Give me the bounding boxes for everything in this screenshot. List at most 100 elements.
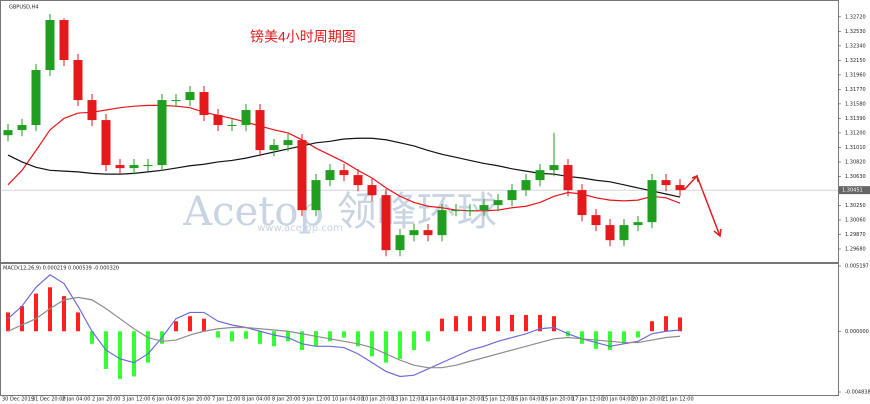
histogram-bar: [146, 331, 150, 363]
candle-body: [17, 125, 27, 131]
candle-body: [101, 120, 111, 166]
candle-body: [115, 165, 125, 169]
y-tick-label: 1.31010: [845, 145, 866, 151]
histogram-bar: [370, 331, 374, 357]
y-tick-label: 1.31770: [845, 87, 866, 93]
candle-body: [521, 180, 531, 191]
histogram-bar: [174, 321, 178, 332]
candle-body: [87, 100, 97, 121]
candle-body: [367, 185, 377, 196]
histogram-bar: [272, 331, 276, 347]
price-panel: [0, 0, 839, 263]
candle-body: [3, 130, 13, 136]
candle-body: [213, 115, 223, 126]
y-tick-label: 1.30060: [845, 217, 866, 223]
candle-body: [465, 210, 475, 212]
y-tick-label: -0.004838: [845, 390, 870, 396]
histogram-bar: [314, 331, 318, 347]
histogram-bar: [300, 331, 304, 351]
x-tick-label: 8 Jan 04:00: [242, 397, 270, 403]
symbol-label: GBPUSD,H4: [9, 5, 39, 11]
chart-title: 镑美4小时周期图: [250, 29, 356, 45]
x-tick-label: 21 Jan 12:00: [662, 397, 694, 403]
x-tick-label: 2 Jan 20:00: [92, 397, 120, 403]
histogram-bar: [580, 331, 584, 344]
histogram-bar: [412, 331, 416, 351]
histogram-bar: [118, 331, 122, 379]
candle-body: [577, 190, 587, 216]
candle-body: [353, 175, 363, 186]
histogram-bar: [524, 314, 528, 332]
x-tick-label: 8 Jan 20:00: [272, 397, 300, 403]
candle-body: [437, 210, 447, 236]
histogram-bar: [552, 316, 556, 332]
annotation-arrow: [683, 174, 722, 238]
histogram-bar: [244, 331, 248, 339]
candle-body: [675, 185, 685, 191]
x-tick-label: 15 Jan 12:00: [482, 397, 514, 403]
histogram-bar: [538, 314, 542, 332]
candle-body: [325, 170, 335, 181]
candle-body: [395, 235, 405, 251]
histogram-bar: [510, 314, 514, 332]
histogram-bar: [496, 316, 500, 332]
x-tick-label: 20 Jan 04:00: [602, 397, 634, 403]
candle-body: [591, 215, 601, 226]
line: [7, 274, 681, 378]
histogram-bar: [90, 331, 94, 344]
macd-label: MACD(12,26,9) 0.000219 0.000539 -0.00032…: [3, 266, 119, 272]
y-tick-label: 1.32150: [845, 58, 866, 64]
histogram-bar: [356, 331, 360, 347]
line: [7, 296, 681, 369]
x-tick-label: 16 Jan 04:00: [512, 397, 544, 403]
candle-body: [269, 145, 279, 151]
candle-body: [171, 100, 181, 102]
y-tick-label: 1.30250: [845, 203, 866, 209]
watermark-url: www.acetop.com: [257, 223, 343, 234]
candle-body: [409, 230, 419, 236]
histogram-bar: [384, 331, 388, 363]
candle-body: [185, 92, 195, 101]
y-tick-label: 1.31200: [845, 130, 866, 136]
histogram-bar: [622, 331, 626, 344]
candle-body: [59, 20, 69, 61]
candle-body: [143, 165, 153, 167]
histogram-bar: [650, 321, 654, 332]
candle-body: [339, 170, 349, 176]
candle-body: [283, 140, 293, 146]
y-tick-label: 1.32340: [845, 43, 866, 49]
y-tick-label: 1.31390: [845, 116, 866, 122]
candle-body: [157, 100, 167, 166]
x-tick-label: 9 Jan 12:00: [302, 397, 330, 403]
histogram-bar: [468, 316, 472, 332]
y-tick-label: 1.29680: [845, 247, 866, 253]
x-tick-label: 3 Jan 12:00: [122, 397, 150, 403]
histogram-bar: [636, 331, 640, 338]
histogram-bar: [202, 318, 206, 332]
x-tick-label: 16 Jan 20:00: [542, 397, 574, 403]
x-tick-label: 7 Jan 12:00: [212, 397, 240, 403]
x-tick-label: 17 Jan 12:00: [572, 397, 604, 403]
candle-body: [241, 110, 251, 126]
y-tick-label: 0.005197: [845, 264, 869, 270]
candle-body: [45, 20, 55, 71]
candle-body: [451, 210, 461, 212]
histogram-bar: [6, 312, 10, 332]
candle-body: [129, 165, 139, 169]
y-tick-label: 1.30630: [845, 174, 866, 180]
candle-body: [535, 170, 545, 181]
histogram-bar: [426, 331, 430, 342]
histogram-bar: [230, 331, 234, 342]
histogram-bar: [20, 306, 24, 332]
candle-body: [381, 195, 391, 251]
histogram-bar: [328, 331, 332, 342]
candle-body: [549, 165, 559, 171]
last-price-box: [839, 186, 870, 195]
histogram-bar: [440, 318, 444, 332]
y-tick-label: 1.30820: [845, 159, 866, 165]
candle-body: [619, 225, 629, 241]
x-tick-label: 6 Jan 20:00: [182, 397, 210, 403]
candle-body: [227, 125, 237, 127]
candle-body: [311, 180, 321, 211]
candle-body: [605, 225, 615, 241]
